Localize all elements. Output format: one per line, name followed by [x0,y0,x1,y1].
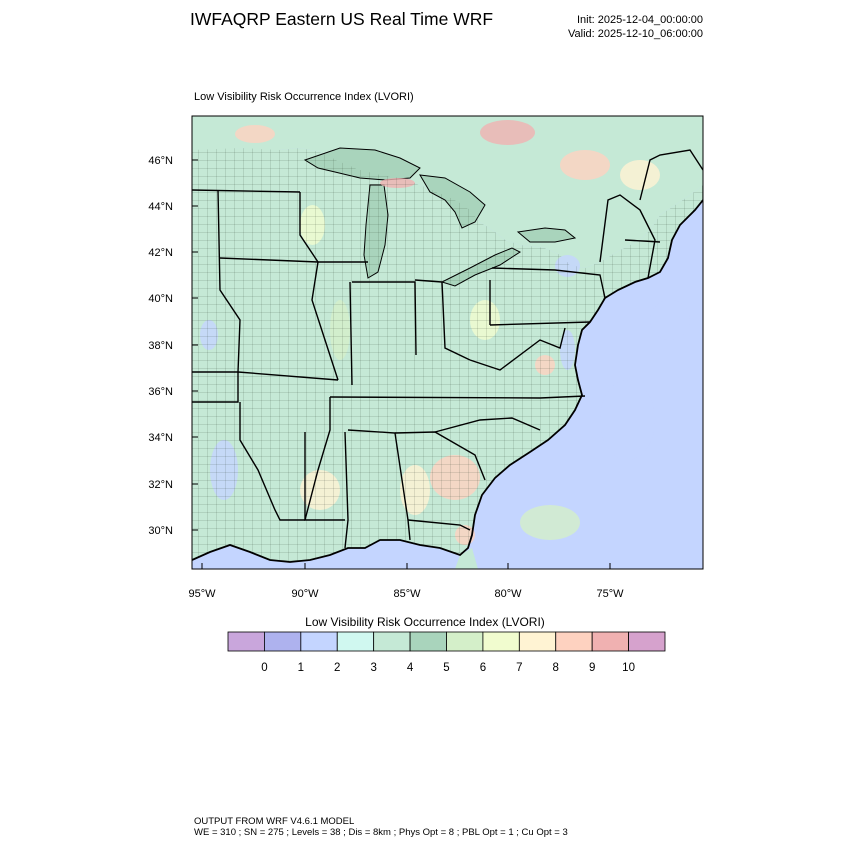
lon-label: 85°W [393,588,421,600]
lat-label: 30°N [148,525,173,537]
map-frame [191,115,704,570]
colorbar-box-7 [482,631,520,652]
longitude-axis: 95°W 90°W 85°W 80°W 75°W [188,563,624,600]
valid-time: Valid: 2025-12-10_06:00:00 [568,28,703,40]
lake-ontario [516,227,577,243]
index-patch-15 [650,300,690,340]
lat-label: 36°N [148,386,173,398]
colorbar-label: 1 [297,662,305,674]
lat-label: 38°N [148,340,173,352]
colorbar-label: 7 [516,662,523,674]
colorbar-box-0 [227,631,265,652]
index-patch-1 [480,120,535,145]
state-boundaries [192,149,703,549]
lat-label: 44°N [148,201,173,213]
colorbar-box-11 [628,631,666,652]
lon-label: 75°W [596,588,624,600]
colorbar-label: 3 [370,662,377,674]
florida-land [455,548,478,569]
coastline [192,199,703,563]
colorbar-box-3 [336,631,375,652]
colorbar-label: 9 [588,662,596,674]
latitude-axis: 46°N 44°N 42°N 40°N 38°N 36°N 34°N 32°N 30°N [148,155,198,537]
init-time: Init: 2025-12-04_00:00:00 [577,14,703,26]
index-patch-14 [520,505,580,540]
index-patch-0 [235,125,275,143]
lon-label: 90°W [291,588,319,600]
colorbar-label: 8 [552,662,559,674]
lat-label: 34°N [148,432,173,444]
lat-label: 42°N [148,247,173,259]
county-boundaries [192,148,703,562]
map-panel [192,116,703,569]
index-patch-16 [600,380,655,460]
field-title: Low Visibility Risk Occurrence Index (LV… [194,91,414,103]
colorbar-box-9 [555,631,593,652]
colorbar-label: 5 [443,662,450,674]
colorbar-box-2 [300,631,338,652]
colorbar [227,631,666,652]
colorbar-box-10 [591,631,629,652]
footer-line-2: WE = 310 ; SN = 275 ; Levels = 38 ; Dis … [194,827,568,838]
lat-label: 40°N [148,293,173,305]
model-footer: OUTPUT FROM WRF V4.6.1 MODEL WE = 310 ; … [194,816,568,838]
colorbar-label: 2 [334,662,341,674]
footer-line-1: OUTPUT FROM WRF V4.6.1 MODEL [194,816,355,827]
lat-label: 46°N [148,155,173,167]
lat-label: 32°N [148,479,173,491]
colorbar-box-6 [446,631,484,652]
plot-title: IWFAQRP Eastern US Real Time WRF [190,9,494,29]
lon-label: 95°W [188,588,216,600]
index-patch-2 [560,150,610,180]
colorbar-label: 10 [622,662,635,674]
lon-label: 80°W [494,588,522,600]
colorbar-label: 4 [406,662,414,674]
colorbar-box-1 [264,631,302,652]
colorbar-box-8 [518,631,557,652]
index-patch-3 [620,160,660,190]
time-info: Init: 2025-12-04_00:00:00 Valid: 2025-12… [568,13,703,41]
colorbar-label: 0 [261,662,268,674]
colorbar-box-4 [373,631,411,652]
colorbar-label: 6 [479,662,487,674]
colorbar-title: Low Visibility Risk Occurrence Index (LV… [305,615,545,629]
colorbar-box-5 [409,631,447,652]
